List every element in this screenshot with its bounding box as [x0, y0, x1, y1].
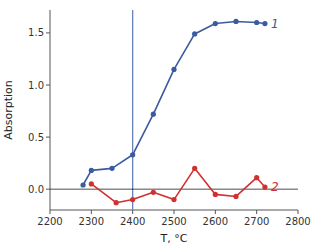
series-point: [171, 197, 176, 202]
end-labels: 12: [271, 17, 279, 195]
series-point: [114, 200, 119, 205]
y-tick: [46, 85, 50, 86]
series-line: [83, 21, 265, 185]
y-tick-label: 1.0: [28, 80, 44, 91]
series-point: [192, 31, 197, 36]
series-point: [89, 181, 94, 186]
series-point: [80, 182, 85, 187]
x-tick: [215, 210, 216, 214]
x-tick: [298, 210, 299, 214]
series-point: [254, 20, 259, 25]
series-point: [130, 197, 135, 202]
series-point: [151, 190, 156, 195]
series-point: [89, 168, 94, 173]
series-point: [262, 184, 267, 189]
chart: 2200 2300 2400 2500 2600 2700 2800 0.0 0.5 1.0 1.5…: [0, 0, 312, 250]
x-tick: [91, 210, 92, 214]
series-label: 2: [271, 180, 279, 194]
x-axis-line: [50, 210, 298, 211]
series-point: [233, 19, 238, 24]
x-tick: [256, 210, 257, 214]
y-tick: [46, 189, 50, 190]
x-tick-label: 2800: [285, 216, 310, 227]
x-tick-label: 2700: [244, 216, 269, 227]
x-tick: [174, 210, 175, 214]
x-tick-label: 2400: [120, 216, 145, 227]
series-point: [213, 192, 218, 197]
x-tick-label: 2600: [203, 216, 228, 227]
x-tick-label: 2500: [161, 216, 186, 227]
series-line: [91, 168, 265, 202]
series-point: [192, 166, 197, 171]
x-axis-label: T, °C: [160, 232, 188, 245]
y-tick-label: 0.5: [28, 132, 44, 143]
series-point: [233, 194, 238, 199]
series-point: [109, 166, 114, 171]
series-label: 1: [271, 17, 279, 31]
y-axis-label: Absorption: [2, 80, 15, 140]
series-point: [130, 152, 135, 157]
x-tick-label: 2300: [79, 216, 104, 227]
plot-area: [50, 10, 298, 210]
reference-line: [50, 189, 298, 190]
y-axis-line: [50, 10, 51, 210]
reference-line: [132, 10, 133, 210]
series-point: [171, 67, 176, 72]
series-point: [213, 21, 218, 26]
x-tick: [50, 210, 51, 214]
x-tick-label: 2200: [37, 216, 62, 227]
series-point: [254, 175, 259, 180]
x-tick: [132, 210, 133, 214]
y-tick: [46, 137, 50, 138]
y-tick-label: 1.5: [28, 27, 44, 38]
series-point: [151, 112, 156, 117]
y-tick: [46, 32, 50, 33]
series-point: [262, 21, 267, 26]
y-tick-label: 0.0: [28, 184, 44, 195]
